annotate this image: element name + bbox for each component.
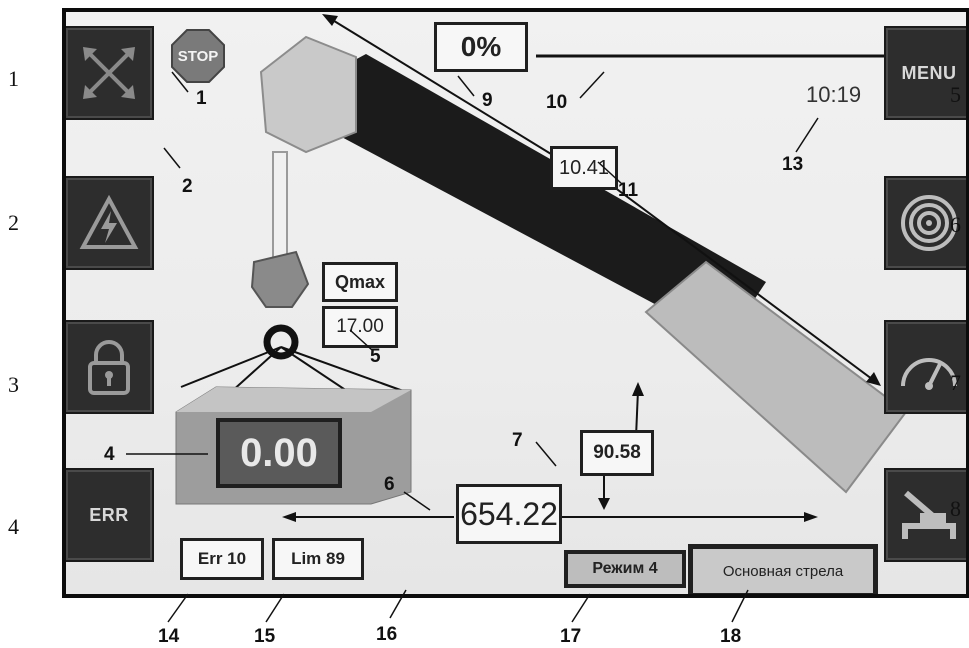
error-button[interactable]: ERR: [66, 468, 154, 562]
boom-dark-section: [276, 54, 766, 342]
hook: [263, 324, 299, 360]
voltage-warning-button[interactable]: [66, 176, 154, 270]
boom-angle-display: 90.58: [580, 430, 654, 476]
callout-14: 14: [158, 626, 180, 647]
outer-number-3: 3: [8, 372, 19, 397]
callout-18: 18: [720, 626, 742, 647]
boom-length-display: 10.41: [550, 146, 618, 190]
callout-6: 6: [384, 474, 395, 495]
callout-13: 13: [782, 154, 804, 175]
crane-truck-icon: [902, 490, 956, 539]
callout-1: 1: [196, 88, 207, 109]
error-code: Err 10: [180, 538, 264, 580]
gauge-dial-icon: [901, 358, 957, 390]
callout-7: 7: [512, 430, 523, 451]
crane-config-button[interactable]: [884, 468, 966, 562]
callout-17: 17: [560, 626, 582, 647]
boom-light-section: [644, 260, 908, 494]
outer-number-2: 2: [8, 210, 19, 235]
crane-display: ERR MENU: [66, 12, 966, 594]
target-rings-icon: [901, 195, 957, 251]
menu-button[interactable]: MENU: [884, 26, 966, 120]
callout-16: 16: [376, 624, 398, 645]
error-button-label: ERR: [89, 504, 129, 525]
pointing-arrows-icon: [83, 47, 135, 99]
hoist-rope: [272, 151, 288, 263]
mode-indicator: Режим 4: [564, 550, 686, 588]
callout-15: 15: [254, 626, 276, 647]
outer-number-1: 1: [8, 66, 19, 91]
work-area-button[interactable]: [884, 176, 966, 270]
edge-number-6: 6: [950, 212, 961, 237]
edge-number-7: 7: [950, 370, 961, 395]
padlock-icon: [88, 340, 130, 395]
callout-5: 5: [370, 346, 381, 367]
edge-number-5: 5: [950, 82, 961, 107]
callout-11: 11: [618, 180, 639, 201]
stop-sign-icon: STOP: [171, 29, 225, 83]
device-bezel: ERR MENU: [62, 8, 969, 598]
lock-button[interactable]: [66, 320, 154, 414]
callout-4: 4: [104, 444, 115, 465]
radius-display: 654.22: [456, 484, 562, 544]
boom-position-button[interactable]: [66, 26, 154, 120]
edge-number-8: 8: [950, 496, 961, 521]
qmax-value: 17.00: [322, 306, 398, 348]
stop-sign-label: STOP: [178, 48, 219, 65]
load-value-display: 0.00: [216, 418, 342, 488]
callout-9: 9: [482, 90, 493, 111]
boom-type-indicator: Основная стрела: [688, 544, 878, 594]
callout-2: 2: [182, 176, 193, 197]
clock: 10:19: [806, 82, 862, 107]
hook-block: [250, 250, 310, 308]
load-percent-display: 0%: [434, 22, 528, 72]
outer-number-4: 4: [8, 514, 19, 539]
limit-code: Lim 89: [272, 538, 364, 580]
callout-10: 10: [546, 92, 568, 113]
gauge-button[interactable]: [884, 320, 966, 414]
boom-head: [259, 35, 357, 154]
menu-button-label: MENU: [901, 62, 957, 83]
qmax-label: Qmax: [322, 262, 398, 302]
high-voltage-icon: [79, 195, 139, 249]
